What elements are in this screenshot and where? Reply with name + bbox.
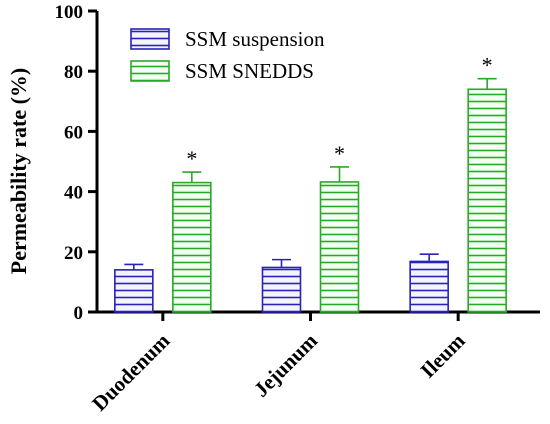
bars: * * *: [114, 53, 507, 313]
legend-label: SSM suspension: [185, 27, 325, 51]
bar: [467, 88, 507, 313]
legend-swatch: [130, 28, 170, 50]
legend-swatch: [130, 60, 170, 82]
legend: SSM suspension SSM SNEDDS: [130, 27, 325, 83]
y-axis: 0 20 40 60 80 100: [55, 2, 99, 324]
bar: [114, 269, 154, 313]
bar: [261, 266, 302, 313]
x-axis: Duodenum Jejunum Ileum: [87, 310, 540, 416]
y-axis-title: Permeability rate (%): [6, 68, 31, 274]
significance-marker: *: [186, 146, 197, 171]
bar: [172, 181, 212, 313]
bar: [319, 181, 360, 313]
y-tick-label: 0: [74, 303, 84, 324]
legend-label: SSM SNEDDS: [185, 59, 314, 83]
y-tick-label: 60: [64, 122, 83, 143]
x-category-label: Duodenum: [87, 328, 174, 415]
y-tick-label: 20: [64, 243, 83, 264]
bar: [409, 260, 449, 313]
x-category-label: Ileum: [416, 328, 470, 382]
y-tick-label: 100: [55, 2, 84, 23]
significance-marker: *: [482, 53, 493, 78]
y-tick-label: 40: [64, 183, 83, 204]
significance-marker: *: [334, 141, 345, 166]
x-category-label: Jejunum: [249, 328, 322, 401]
y-tick-label: 80: [64, 62, 83, 83]
